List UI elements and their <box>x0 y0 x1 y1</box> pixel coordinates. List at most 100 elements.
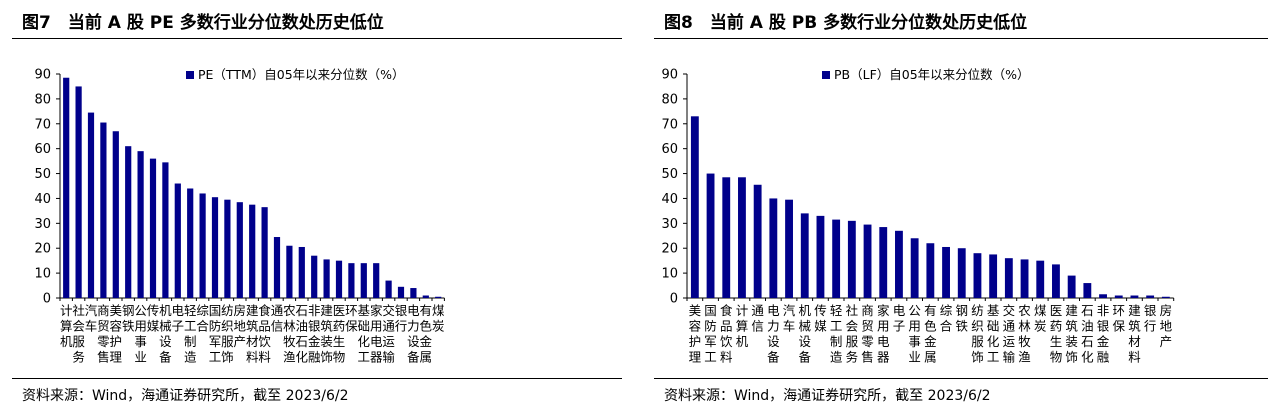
x-tick-label: 石油石化 <box>296 303 309 365</box>
bar <box>87 112 95 298</box>
bar <box>989 254 998 298</box>
bar <box>360 263 367 298</box>
x-tick-label: 轻工制造 <box>184 303 197 365</box>
y-tick-label: 80 <box>661 92 678 107</box>
bar <box>75 86 82 298</box>
bar <box>149 158 157 298</box>
bar <box>211 197 219 298</box>
x-tick-label: 轻工制造 <box>830 303 843 365</box>
bar <box>926 243 935 298</box>
x-tick-label: 有色金属 <box>420 303 433 365</box>
x-tick-label: 钢铁 <box>122 303 135 334</box>
bar <box>397 286 405 298</box>
bar <box>1083 283 1092 298</box>
figure-7-title: 图7 当前 A 股 PE 多数行业分位数处历史低位 <box>22 13 384 33</box>
figure-7-bottom-rule <box>12 378 622 379</box>
bar <box>942 246 950 298</box>
y-tick-label: 80 <box>34 92 51 107</box>
bar <box>1146 295 1155 298</box>
figure-7-bar-chart: 0 10 20 30 40 50 60 70 80 90 计算机社会服务汽车商贸零售美容护理钢铁公用… <box>34 67 444 365</box>
x-tick-label: 电子 <box>893 303 906 334</box>
bar <box>1036 260 1045 298</box>
y-tick-label: 30 <box>34 217 51 232</box>
x-tick-label: 农林牧渔 <box>1018 303 1031 365</box>
bar <box>1004 258 1013 298</box>
x-tick-label: 环保 <box>345 303 358 334</box>
bar <box>385 280 392 298</box>
y-tick-label: 70 <box>34 117 51 132</box>
bar <box>847 220 856 298</box>
x-tick-label: 传媒 <box>147 303 160 334</box>
y-tick-label: 20 <box>661 242 678 257</box>
y-tick-label: 90 <box>34 68 51 83</box>
y-tick-label: 10 <box>661 267 678 282</box>
x-tick-label: 有色金属 <box>924 303 937 365</box>
bar <box>1020 259 1029 298</box>
figure-8-panel: 图8 当前 A 股 PB 多数行业分位数处历史低位 0 10 20 30 40 50 60 7… <box>642 0 1268 410</box>
x-tick-label: 环保 <box>1112 303 1125 334</box>
bar <box>1052 264 1060 298</box>
bar <box>816 215 825 298</box>
y-tick-label: 50 <box>661 167 678 182</box>
bar <box>224 199 231 298</box>
bar <box>973 253 982 298</box>
x-tick-label: 纺织服饰 <box>971 303 984 365</box>
figure-7-source-note: 资料来源：Wind，海通证券研究所，截至 2023/6/2 <box>22 388 349 404</box>
bar <box>1114 295 1123 298</box>
x-tick-label: 食品饮料 <box>258 303 271 365</box>
x-tick-label: 建筑装饰 <box>1065 303 1078 365</box>
bar <box>100 122 107 298</box>
bar <box>273 237 281 298</box>
y-tick-label: 0 <box>43 292 51 307</box>
legend-label: PB（LF）自05年以来分位数（%） <box>834 67 1030 82</box>
bar <box>323 259 330 298</box>
x-tick-label: 建筑装饰 <box>320 303 333 365</box>
bar <box>1099 294 1107 298</box>
y-tick-label: 40 <box>661 192 678 207</box>
x-tick-label: 医药生物 <box>1050 303 1063 365</box>
figure-8-title: 图8 当前 A 股 PB 多数行业分位数处历史低位 <box>664 13 1028 33</box>
x-tick-label: 商贸零售 <box>97 303 110 365</box>
bar <box>298 246 305 298</box>
bar <box>910 238 919 298</box>
bar <box>422 295 429 298</box>
x-tick-label: 医药生物 <box>333 303 346 365</box>
x-tick-label: 基础化工 <box>987 303 1000 365</box>
y-tick-label: 60 <box>34 142 51 157</box>
bar <box>832 219 841 298</box>
figure-7-top-rule <box>12 38 622 39</box>
y-tick-label: 50 <box>34 167 51 182</box>
bar <box>125 146 132 298</box>
bar <box>348 263 355 298</box>
y-tick-label: 30 <box>661 217 678 232</box>
bar <box>373 263 380 298</box>
bar <box>722 177 731 298</box>
y-tick-label: 70 <box>661 117 678 132</box>
bar <box>879 227 888 298</box>
x-tick-label: 国防军工 <box>704 303 717 365</box>
x-tick-label: 银行 <box>1144 303 1157 334</box>
y-tick-label: 90 <box>661 68 678 83</box>
bar <box>162 162 169 298</box>
x-tick-label: 煤炭 <box>1034 303 1047 334</box>
y-tick-label: 40 <box>34 192 51 207</box>
x-tick-label: 交通运输 <box>382 303 395 365</box>
x-tick-label: 计算机 <box>736 303 749 349</box>
bar <box>800 213 809 298</box>
x-tick-label: 通信 <box>271 303 284 334</box>
x-tick-label: 石油石化 <box>1081 303 1094 365</box>
x-tick-label: 建筑材料 <box>1128 303 1141 365</box>
x-tick-label: 房地产 <box>1160 303 1173 349</box>
bar <box>410 288 417 298</box>
y-tick-label: 20 <box>34 242 51 257</box>
legend-swatch <box>186 71 194 79</box>
bar <box>112 131 119 298</box>
bar <box>769 198 778 298</box>
bar <box>1161 296 1170 298</box>
x-tick-label: 传媒 <box>814 303 827 334</box>
bar <box>335 260 343 298</box>
x-tick-label: 农林牧渔 <box>283 303 296 365</box>
x-tick-label: 商贸零售 <box>861 303 874 365</box>
bar <box>690 116 699 298</box>
bar <box>261 207 268 298</box>
